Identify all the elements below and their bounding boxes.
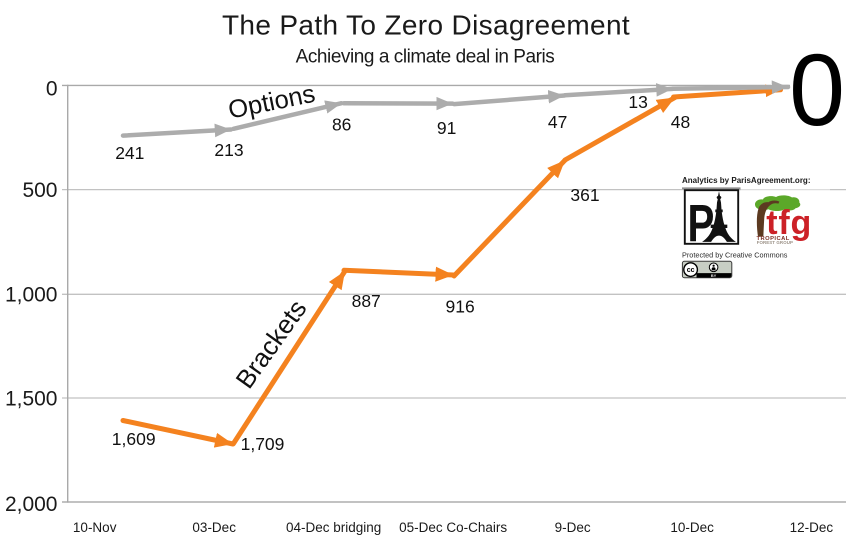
svg-text:The Path To Zero Disagreement: The Path To Zero Disagreement <box>222 10 630 41</box>
svg-text:cc: cc <box>687 267 695 274</box>
svg-text:86: 86 <box>332 114 351 134</box>
svg-text:12-Dec: 12-Dec <box>790 520 834 535</box>
svg-text:05-Dec Co-Chairs: 05-Dec Co-Chairs <box>399 520 507 535</box>
svg-text:13: 13 <box>628 92 647 112</box>
svg-text:500: 500 <box>22 179 57 202</box>
svg-text:BY: BY <box>711 273 717 278</box>
svg-text:1,000: 1,000 <box>5 283 58 306</box>
svg-text:Analytics by ParisAgreement.or: Analytics by ParisAgreement.org: <box>682 176 810 185</box>
svg-text:TROPICAL: TROPICAL <box>757 236 790 242</box>
svg-text:916: 916 <box>445 297 474 317</box>
svg-text:04-Dec bridging: 04-Dec bridging <box>286 520 381 535</box>
svg-text:10-Dec: 10-Dec <box>670 520 714 535</box>
svg-text:47: 47 <box>548 112 567 132</box>
svg-text:361: 361 <box>570 185 599 205</box>
svg-text:0: 0 <box>789 33 845 147</box>
svg-text:tfg: tfg <box>766 204 812 242</box>
svg-text:1,609: 1,609 <box>112 429 156 449</box>
svg-text:91: 91 <box>437 118 456 138</box>
svg-text:03-Dec: 03-Dec <box>192 520 236 535</box>
svg-text:P: P <box>688 193 715 253</box>
svg-text:1,500: 1,500 <box>5 387 58 410</box>
svg-text:Protected by Creative Commons: Protected by Creative Commons <box>682 251 788 260</box>
svg-text:1,709: 1,709 <box>241 434 285 454</box>
svg-text:48: 48 <box>671 112 690 132</box>
svg-text:887: 887 <box>352 291 381 311</box>
svg-text:0: 0 <box>46 77 58 100</box>
svg-text:Achieving a climate deal in Pa: Achieving a climate deal in Paris <box>296 47 555 68</box>
svg-text:9-Dec: 9-Dec <box>555 520 591 535</box>
svg-text:2,000: 2,000 <box>5 493 58 516</box>
svg-text:10-Nov: 10-Nov <box>73 520 117 535</box>
svg-text:241: 241 <box>115 143 144 163</box>
svg-text:FOREST GROUP: FOREST GROUP <box>757 240 793 245</box>
svg-text:213: 213 <box>214 140 243 160</box>
